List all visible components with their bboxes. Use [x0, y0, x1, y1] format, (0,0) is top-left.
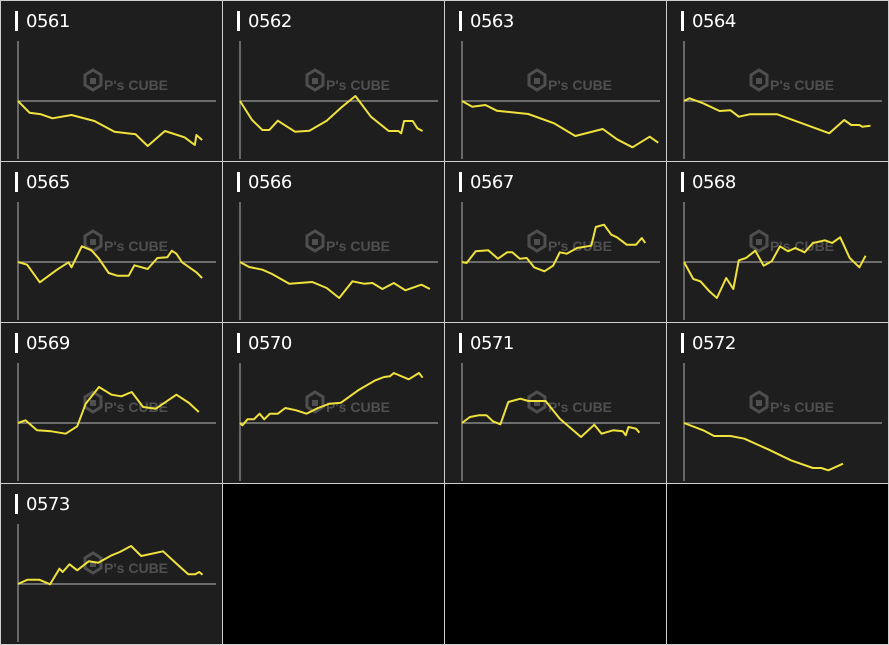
- series-line: [461, 223, 647, 273]
- series-line: [17, 100, 203, 147]
- line-chart: P's CUBE: [461, 202, 660, 320]
- svg-text:P's CUBE: P's CUBE: [104, 399, 168, 415]
- series-line: [239, 95, 424, 135]
- chart-panel: 0564 P's CUBE: [667, 1, 888, 161]
- watermark-logo: P's CUBE: [749, 390, 834, 415]
- svg-text:P's CUBE: P's CUBE: [104, 560, 168, 576]
- chart-title: 0573: [26, 494, 70, 515]
- chart-title: 0571: [470, 333, 514, 354]
- title-marker: [237, 172, 240, 192]
- chart-panel: 0567 P's CUBE: [445, 162, 666, 322]
- watermark-logo: P's CUBE: [749, 68, 834, 93]
- chart-panel: 0565 P's CUBE: [1, 162, 222, 322]
- chart-panel: 0563 P's CUBE: [445, 1, 666, 161]
- line-chart: P's CUBE: [17, 202, 216, 320]
- chart-panel: 0562 P's CUBE: [223, 1, 444, 161]
- line-chart: P's CUBE: [683, 202, 882, 320]
- watermark-logo: P's CUBE: [83, 68, 168, 93]
- series-line: [239, 261, 431, 299]
- line-chart: P's CUBE: [17, 363, 216, 481]
- title-marker: [15, 494, 18, 514]
- series-line: [239, 372, 424, 427]
- series-line: [461, 397, 641, 438]
- watermark-logo: P's CUBE: [527, 68, 612, 93]
- series-line: [17, 386, 200, 435]
- series-line: [17, 245, 203, 284]
- chart-panel: 0573 P's CUBE: [1, 484, 222, 644]
- chart-panel: 0571 P's CUBE: [445, 323, 666, 483]
- svg-text:P's CUBE: P's CUBE: [326, 399, 390, 415]
- chart-title: 0563: [470, 11, 514, 32]
- chart-panel: 0566 P's CUBE: [223, 162, 444, 322]
- line-chart: P's CUBE: [239, 202, 438, 320]
- watermark-logo: P's CUBE: [83, 390, 168, 415]
- line-chart: P's CUBE: [461, 363, 660, 481]
- series-line: [17, 545, 204, 586]
- chart-panel: 0570 P's CUBE: [223, 323, 444, 483]
- svg-text:P's CUBE: P's CUBE: [770, 77, 834, 93]
- watermark-logo: P's CUBE: [83, 229, 168, 254]
- svg-text:P's CUBE: P's CUBE: [548, 399, 612, 415]
- title-marker: [15, 172, 18, 192]
- line-chart: P's CUBE: [239, 363, 438, 481]
- line-chart: P's CUBE: [17, 41, 216, 159]
- chart-title: 0566: [248, 172, 292, 193]
- watermark-logo: P's CUBE: [527, 390, 612, 415]
- title-marker: [237, 11, 240, 31]
- svg-text:P's CUBE: P's CUBE: [104, 77, 168, 93]
- empty-panel: [223, 484, 444, 644]
- line-chart: P's CUBE: [461, 41, 660, 159]
- chart-title: 0564: [692, 11, 736, 32]
- watermark-logo: P's CUBE: [305, 390, 390, 415]
- chart-title: 0561: [26, 11, 70, 32]
- line-chart: P's CUBE: [683, 41, 882, 159]
- svg-text:P's CUBE: P's CUBE: [326, 238, 390, 254]
- chart-title: 0567: [470, 172, 514, 193]
- watermark-logo: P's CUBE: [305, 229, 390, 254]
- line-chart: P's CUBE: [239, 41, 438, 159]
- chart-title: 0562: [248, 11, 292, 32]
- chart-title: 0572: [692, 333, 736, 354]
- chart-panel: 0572 P's CUBE: [667, 323, 888, 483]
- watermark-logo: P's CUBE: [527, 229, 612, 254]
- title-marker: [237, 333, 240, 353]
- series-line: [683, 422, 844, 472]
- chart-title: 0565: [26, 172, 70, 193]
- svg-text:P's CUBE: P's CUBE: [548, 77, 612, 93]
- chart-panel: 0569 P's CUBE: [1, 323, 222, 483]
- series-line: [461, 100, 659, 149]
- line-chart: P's CUBE: [683, 363, 882, 481]
- title-marker: [15, 333, 18, 353]
- svg-text:P's CUBE: P's CUBE: [770, 399, 834, 415]
- title-marker: [15, 11, 18, 31]
- svg-text:P's CUBE: P's CUBE: [548, 238, 612, 254]
- title-marker: [681, 333, 684, 353]
- watermark-logo: P's CUBE: [83, 551, 168, 576]
- line-chart: P's CUBE: [17, 524, 216, 642]
- series-line: [683, 97, 871, 135]
- watermark-logo: P's CUBE: [305, 68, 390, 93]
- chart-title: 0568: [692, 172, 736, 193]
- chart-title: 0569: [26, 333, 70, 354]
- title-marker: [459, 11, 462, 31]
- empty-panel: [667, 484, 888, 644]
- chart-title: 0570: [248, 333, 292, 354]
- empty-panel: [445, 484, 666, 644]
- title-marker: [681, 172, 684, 192]
- title-marker: [681, 11, 684, 31]
- svg-text:P's CUBE: P's CUBE: [104, 238, 168, 254]
- series-line: [683, 236, 867, 299]
- watermark-logo: P's CUBE: [749, 229, 834, 254]
- title-marker: [459, 333, 462, 353]
- chart-panel: 0568 P's CUBE: [667, 162, 888, 322]
- title-marker: [459, 172, 462, 192]
- svg-text:P's CUBE: P's CUBE: [326, 77, 390, 93]
- chart-panel: 0561 P's CUBE: [1, 1, 222, 161]
